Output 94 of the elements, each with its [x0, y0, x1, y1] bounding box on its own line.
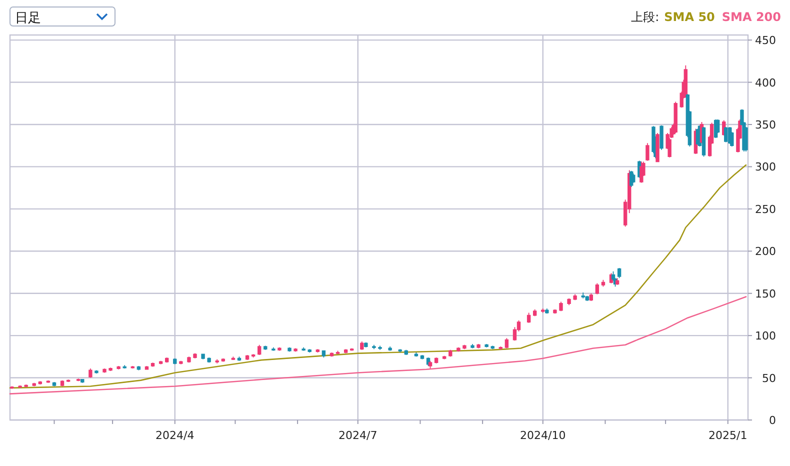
candlestick	[251, 354, 256, 358]
candlestick	[272, 346, 276, 352]
candlestick	[632, 173, 636, 184]
candlestick	[130, 366, 135, 369]
candlestick	[573, 294, 577, 301]
y-tick-label: 400	[755, 76, 776, 90]
candlestick	[207, 357, 211, 364]
candlestick	[24, 384, 28, 388]
candlestick	[316, 348, 320, 353]
candlestick	[32, 382, 36, 387]
candlestick	[414, 352, 418, 358]
candlestick	[462, 344, 466, 350]
candlestick	[498, 346, 503, 350]
candlestick	[372, 344, 376, 350]
candlestick	[94, 370, 98, 374]
candlestick	[108, 367, 112, 372]
candlestick	[144, 366, 149, 370]
x-tick-label: 2024/4	[156, 429, 194, 442]
candlestick	[350, 348, 354, 352]
candlestick	[484, 344, 488, 348]
candlestick	[187, 356, 191, 364]
y-tick-label: 450	[755, 34, 776, 48]
candlestick	[398, 348, 402, 353]
candlestick	[76, 378, 80, 382]
candlestick	[116, 366, 120, 370]
candlestick	[46, 380, 50, 384]
candlestick	[102, 368, 106, 374]
candlestick	[136, 366, 141, 371]
candlestick	[615, 278, 620, 286]
candlestick	[589, 292, 593, 302]
y-tick-label: 150	[755, 287, 776, 300]
y-tick-label: 100	[755, 330, 776, 343]
dropdown: 日足	[10, 6, 116, 26]
candlestick	[278, 346, 282, 352]
candlestick	[526, 312, 531, 324]
candlestick	[308, 348, 312, 353]
candlestick	[88, 368, 92, 378]
legend: 上段: SMA 50 SMA 200	[631, 10, 781, 24]
candlestick	[660, 124, 664, 150]
candlestick	[541, 308, 545, 314]
candlestick	[378, 345, 382, 350]
candlestick	[559, 301, 563, 312]
candlestick	[646, 142, 650, 162]
candlestick	[215, 358, 219, 364]
candlestick	[294, 348, 298, 352]
candlestick	[193, 352, 197, 359]
candlestick	[18, 384, 22, 388]
candlestick	[336, 350, 340, 355]
candlestick	[470, 344, 474, 349]
candlestick	[237, 356, 242, 362]
candlestick	[221, 358, 226, 362]
candlestick	[201, 354, 205, 360]
candlestick	[553, 308, 557, 314]
x-tick-label: 2024/10	[520, 429, 566, 442]
candlestick	[344, 348, 348, 354]
x-tick-label: 2025/1	[708, 429, 748, 442]
candlestick	[428, 360, 432, 369]
candlestick	[456, 346, 460, 352]
y-tick-label: 50	[762, 372, 776, 385]
candlestick	[476, 344, 480, 349]
candlestick	[150, 362, 155, 368]
y-tick-label: 250	[755, 202, 776, 216]
candlestick	[302, 346, 306, 352]
candlestick	[231, 356, 236, 360]
candlestick	[364, 342, 368, 348]
candlestick	[264, 345, 268, 350]
candlestick	[581, 292, 585, 299]
candlestick	[330, 352, 334, 358]
y-tick-label: 0	[769, 414, 776, 427]
candlestick	[601, 279, 606, 288]
candlestick	[179, 360, 183, 365]
candlestick	[66, 379, 70, 382]
candlestick	[360, 341, 364, 350]
candlestick	[10, 386, 14, 390]
candlestick	[122, 364, 126, 369]
candlestick	[60, 380, 64, 387]
candlestick	[490, 345, 494, 350]
candlestick	[288, 346, 292, 352]
candlestick	[38, 380, 42, 385]
candlestick	[420, 354, 424, 360]
candlestick	[595, 282, 600, 295]
x-tick-label: 2024/7	[338, 429, 378, 442]
candlestick	[545, 308, 549, 314]
candlestick	[442, 355, 446, 360]
candlestick	[52, 382, 56, 387]
y-tick-label: 200	[755, 245, 776, 258]
candlestick	[388, 346, 392, 352]
y-tick-label: 300	[755, 160, 776, 174]
candlestick	[532, 308, 537, 317]
candlestick	[656, 132, 660, 162]
candlestick	[80, 379, 84, 384]
y-tick-label: 350	[755, 118, 776, 132]
candlestick	[567, 298, 571, 306]
candlestick	[158, 360, 163, 365]
